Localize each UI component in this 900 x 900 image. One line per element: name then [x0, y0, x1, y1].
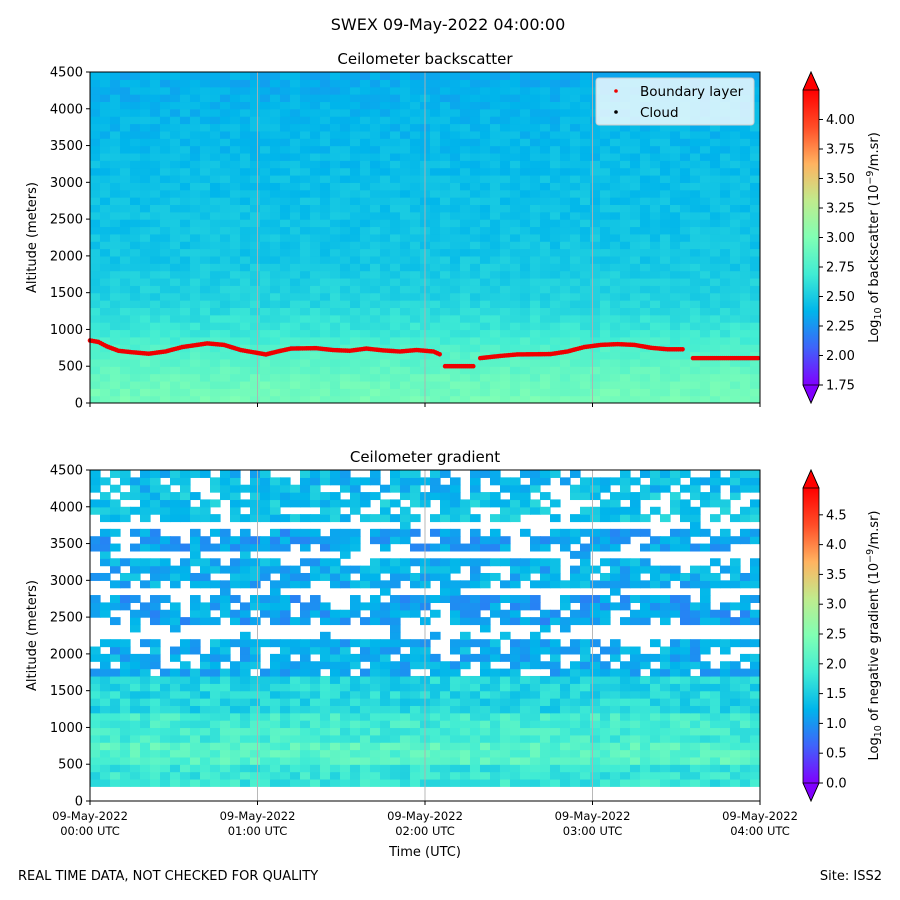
colorbar-tick-label: 4.0: [826, 538, 847, 553]
colorbar-label-part: 10: [873, 307, 884, 319]
colorbar-tick-label: 2.00: [826, 349, 855, 364]
colorbar-tick-label: 3.0: [826, 598, 847, 613]
x-tick-label-time: 02:00 UTC: [395, 824, 455, 838]
y-tick-label: 4000: [50, 102, 83, 117]
x-tick-label-time: 00:00 UTC: [60, 824, 120, 838]
x-tick-label-time: 04:00 UTC: [730, 824, 790, 838]
boundary-layer-point: [680, 347, 685, 352]
y-tick-label: 1000: [50, 323, 83, 338]
panel-gradient: Ceilometer gradient 0 500 1000 1500 2000 2500 3…: [25, 448, 884, 860]
y-tick-label: 4000: [50, 500, 83, 515]
x-tick-label-time: 01:00 UTC: [228, 824, 288, 838]
colorbar-extend-min: [802, 782, 820, 802]
colorbar-tick-label: 2.5: [826, 628, 847, 643]
legend-marker: [614, 89, 618, 93]
y-tick-label: 3000: [50, 574, 83, 589]
colorbar-tick-label: 0.0: [826, 777, 847, 792]
y-tick-label: 2000: [50, 249, 83, 264]
colorbar-label-part: /m.sr): [867, 510, 882, 548]
y-tick-label: 500: [58, 758, 83, 773]
y-tick-label: 1500: [50, 286, 83, 301]
colorbar-tick-label: 2.50: [826, 290, 855, 305]
colorbar-label-part: Log: [867, 320, 882, 343]
x-tick-label-date: 09-May-2022: [555, 809, 631, 823]
colorbar-tick-label: 3.50: [826, 172, 855, 187]
colorbar-label: Log10 of negative gradient (10−9/m.sr): [865, 510, 884, 760]
boundary-layer-point: [470, 363, 476, 369]
legend-box: [595, 77, 755, 126]
footer-disclaimer: REAL TIME DATA, NOT CHECKED FOR QUALITY: [18, 869, 319, 884]
y-tick-label: 3500: [50, 139, 83, 154]
x-tick-label-time: 03:00 UTC: [563, 824, 623, 838]
y-tick-label: 2000: [50, 647, 83, 662]
x-tick-label-date: 09-May-2022: [387, 809, 463, 823]
chart-title: Ceilometer backscatter: [337, 50, 513, 68]
colorbar-tick-label: 3.00: [826, 231, 855, 246]
y-tick-label: 2500: [50, 213, 83, 228]
colorbar-tick-label: 2.25: [826, 320, 855, 335]
y-tick-label: 2500: [50, 611, 83, 626]
y-tick-label: 0: [75, 397, 83, 412]
colorbar-label-part: −9: [865, 549, 876, 563]
colorbar-tick-label: 0.5: [826, 747, 847, 762]
x-tick-label-date: 09-May-2022: [220, 809, 296, 823]
x-tick-label-date: 09-May-2022: [722, 809, 798, 823]
colorbar-label-part: 10: [873, 725, 884, 737]
colorbar-fill: [803, 488, 819, 783]
y-tick-label: 3000: [50, 176, 83, 191]
figure-title: SWEX 09-May-2022 04:00:00: [331, 15, 566, 34]
y-tick-label: 0: [75, 795, 83, 810]
legend-marker: [614, 110, 618, 114]
legend-label: Cloud: [640, 105, 679, 121]
colorbar-label: Log10 of backscatter (10−9/m.sr): [865, 132, 884, 343]
y-axis-label: Altitude (meters): [25, 182, 40, 293]
colorbar-extend-max: [802, 71, 820, 91]
boundary-layer-point: [437, 351, 442, 357]
y-tick-label: 500: [58, 360, 83, 375]
boundary-layer-point: [755, 355, 761, 361]
colorbar-tick-label: 1.75: [826, 379, 855, 394]
x-axis-label: Time (UTC): [388, 845, 461, 860]
colorbar-tick-label: 2.0: [826, 657, 847, 672]
colorbar-extend-max: [802, 469, 820, 489]
colorbar-fill: [803, 90, 819, 385]
colorbar-tick-label: 1.0: [826, 717, 847, 732]
footer-site: Site: ISS2: [819, 869, 882, 884]
y-tick-label: 1500: [50, 684, 83, 699]
colorbar-backscatter: 1.75 2.00 2.25 2.50 2.75 3.00 3.25 3.50 3.75 4.00…: [802, 71, 884, 404]
boundary-layer-series: [87, 338, 761, 369]
colorbar-gradient: 0.0 0.5 1.0 1.5 2.0 2.5 3.0 3.5 4.0 4.5 Log10 of n…: [802, 469, 884, 802]
colorbar-extend-min: [802, 384, 820, 404]
colorbar-tick-label: 2.75: [826, 261, 855, 276]
y-tick-label: 4500: [50, 464, 83, 479]
colorbar-label-part: of negative gradient (10: [867, 563, 882, 725]
colorbar-label-part: /m.sr): [867, 132, 882, 170]
y-tick-label: 1000: [50, 721, 83, 736]
y-tick-label: 3500: [50, 537, 83, 552]
colorbar-tick-label: 3.75: [826, 143, 855, 158]
colorbar-label-part: Log: [867, 737, 882, 760]
colorbar-tick-label: 1.5: [826, 687, 847, 702]
chart-title: Ceilometer gradient: [350, 448, 500, 466]
y-axis-label: Altitude (meters): [25, 580, 40, 691]
colorbar-tick-label: 4.5: [826, 508, 847, 523]
colorbar-label-part: of backscatter (10: [867, 185, 882, 308]
colorbar-tick-label: 4.00: [826, 113, 855, 128]
colorbar-tick-label: 3.5: [826, 568, 847, 583]
heatmap-gradient: [90, 470, 760, 787]
y-tick-label: 4500: [50, 66, 83, 81]
x-tick-label-date: 09-May-2022: [52, 809, 128, 823]
colorbar-tick-label: 3.25: [826, 202, 855, 217]
colorbar-label-part: −9: [865, 171, 876, 185]
panel-backscatter: Ceilometer backscatter 0 500 1000 1500 2000 25…: [25, 50, 884, 412]
legend: Boundary layer Cloud: [595, 77, 755, 126]
legend-label: Boundary layer: [640, 84, 744, 100]
